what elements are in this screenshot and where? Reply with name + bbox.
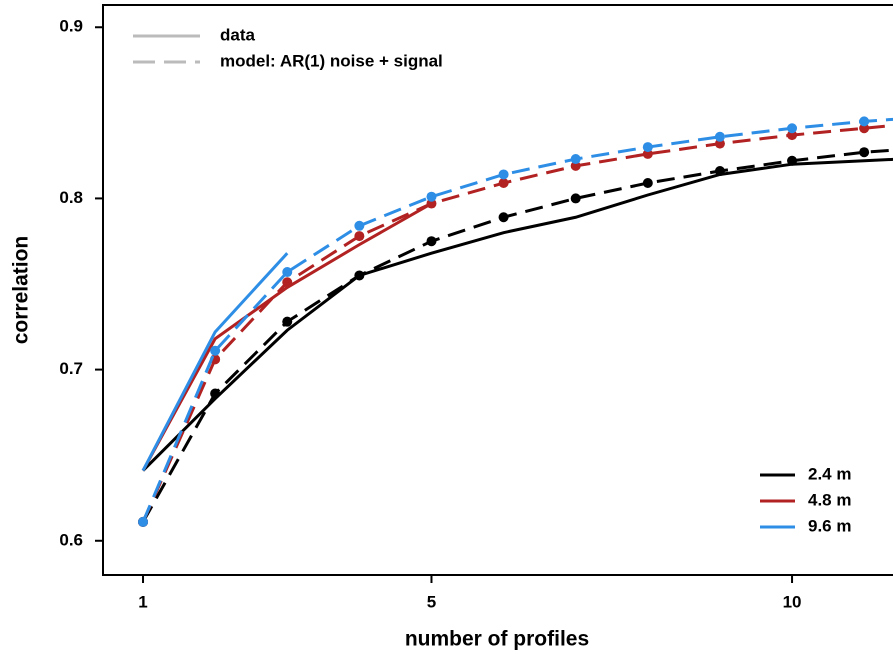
x-tick-label: 1 — [138, 592, 147, 611]
style-legend-label: model: AR(1) noise + signal — [220, 51, 443, 70]
legend-label: 4.8 m — [808, 490, 851, 509]
model-point — [642, 142, 653, 153]
y-tick-label: 0.8 — [59, 188, 83, 207]
y-tick-label: 0.6 — [59, 530, 83, 549]
model-point — [354, 231, 365, 242]
model-point — [138, 516, 149, 527]
model-line — [141, 117, 893, 523]
data-line — [141, 202, 433, 472]
x-tick-label: 5 — [427, 592, 436, 611]
style-legend-label: data — [220, 25, 256, 44]
model-point — [282, 267, 293, 278]
data-line — [141, 157, 893, 472]
model-point — [787, 130, 798, 141]
plot-area — [138, 116, 893, 527]
y-tick-label: 0.7 — [59, 359, 83, 378]
model-point — [426, 236, 437, 247]
model-point — [210, 388, 221, 399]
model-point — [210, 345, 221, 356]
model-point — [498, 169, 509, 180]
model-point — [714, 138, 725, 149]
model-point — [498, 178, 509, 189]
model-point — [354, 270, 365, 281]
model-point — [714, 166, 725, 177]
x-axis-label: number of profiles — [405, 628, 589, 651]
model-point — [498, 212, 509, 223]
model-point — [426, 191, 437, 202]
model-point — [354, 220, 365, 231]
x-tick-label: 10 — [783, 592, 802, 611]
legend-label: 2.4 m — [808, 464, 851, 483]
model-point — [642, 148, 653, 159]
model-point — [787, 123, 798, 134]
model-point — [642, 178, 653, 189]
model-point — [570, 154, 581, 165]
y-tick-label: 0.9 — [59, 17, 83, 36]
model-point — [426, 198, 437, 209]
y-axis-label: correlation — [10, 236, 33, 345]
model-point — [787, 155, 798, 166]
data-line — [141, 252, 289, 472]
model-line — [141, 123, 893, 523]
model-point — [859, 123, 870, 134]
model-point — [570, 193, 581, 204]
legend-label: 9.6 m — [808, 516, 851, 535]
plot-frame — [102, 4, 893, 576]
model-point — [859, 147, 870, 158]
model-point — [570, 160, 581, 171]
model-point — [282, 316, 293, 327]
model-line — [141, 148, 893, 523]
model-point — [859, 116, 870, 127]
model-point — [714, 131, 725, 142]
model-point — [282, 277, 293, 288]
